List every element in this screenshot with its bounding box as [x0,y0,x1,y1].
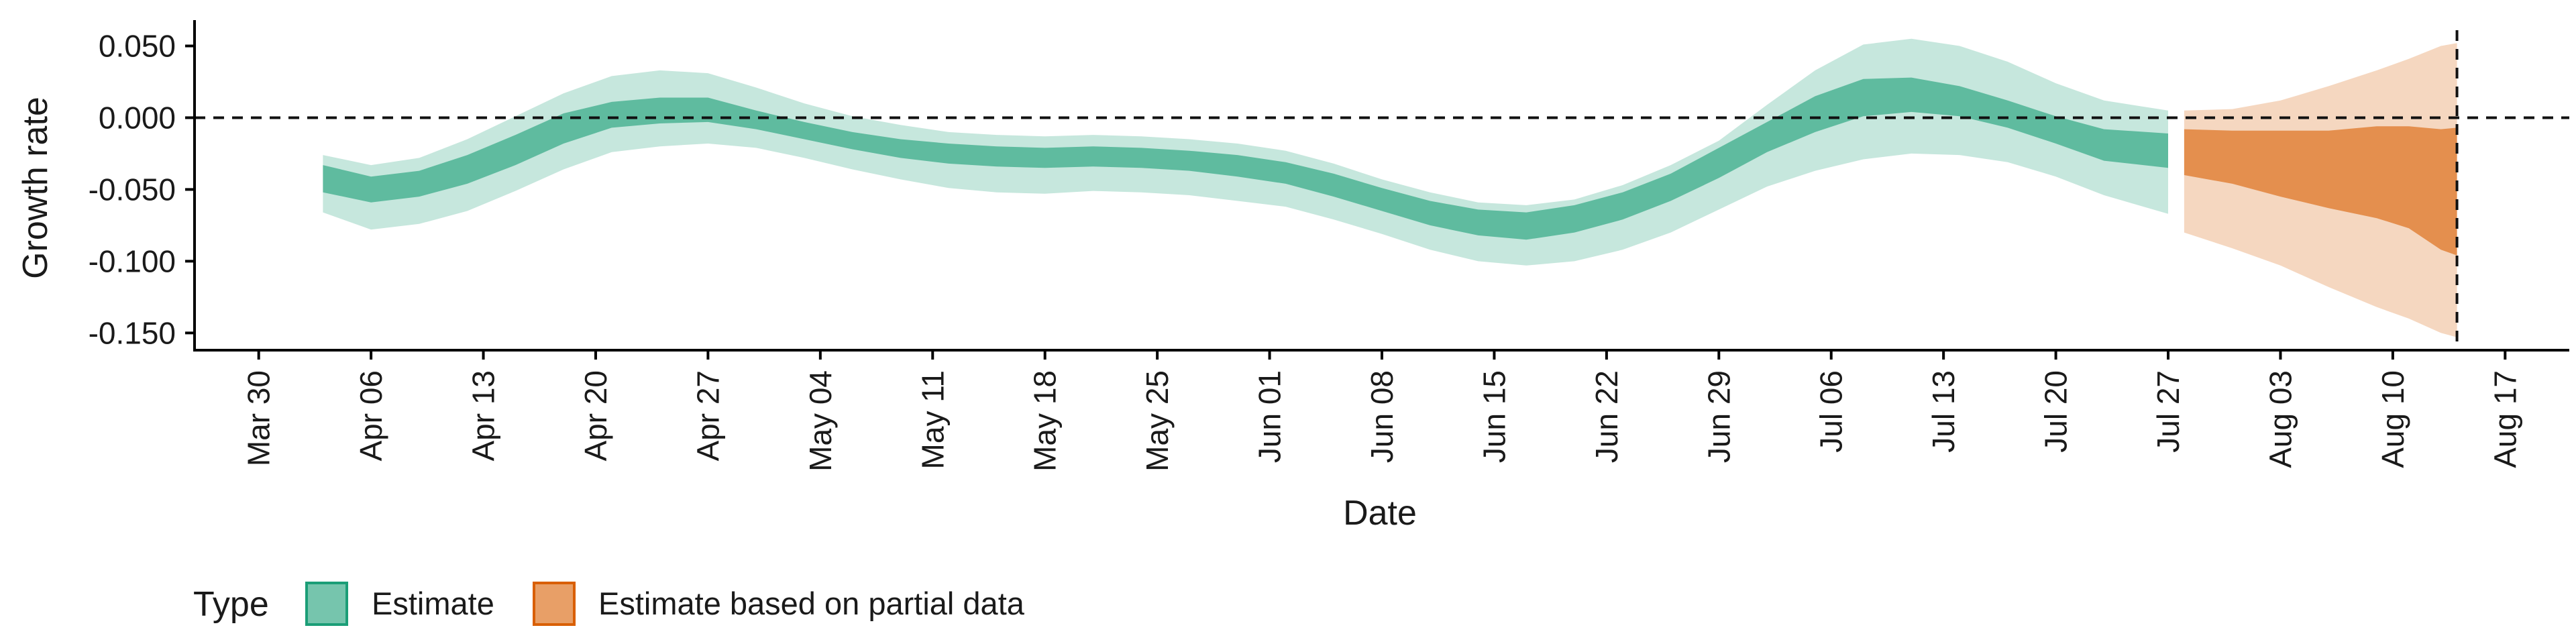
x-tick-label: Aug 17 [2487,370,2522,468]
y-tick-label: 0.000 [99,100,176,135]
y-tick-label: -0.050 [89,172,176,207]
x-tick-label: May 11 [915,370,950,469]
x-tick-label: Aug 03 [2263,370,2298,468]
x-tick-label: Jul 13 [1926,370,1961,453]
x-tick-label: Apr 27 [690,370,725,462]
x-tick-label: Apr 13 [466,370,501,462]
reference-lines [195,30,2569,350]
x-tick-label: Jun 15 [1477,370,1511,463]
x-tick-label: Mar 30 [241,370,276,466]
x-tick-label: Jul 06 [1814,370,1849,453]
band-90-estimate [323,38,2169,266]
x-tick-label: Jun 22 [1589,370,1624,463]
legend: Type Estimate Estimate based on partial … [193,582,1025,626]
x-tick-label: May 18 [1028,370,1063,472]
y-tick-label: 0.050 [99,29,176,64]
legend-title: Type [193,585,269,624]
y-tick-label: -0.100 [89,244,176,278]
x-tick-label: Jul 20 [2039,370,2074,453]
x-tick-label: May 04 [803,370,838,472]
series-bands [323,38,2457,337]
x-tick-label: Apr 06 [354,370,388,462]
x-axis-title: Date [1343,494,1417,533]
band-50-partial [2184,126,2457,256]
x-tick-label: May 25 [1140,370,1175,472]
x-tick-label: Jun 08 [1364,370,1399,463]
x-tick-label: Jun 01 [1252,370,1287,463]
x-tick-label: Aug 10 [2375,370,2410,468]
legend-swatch-estimate [305,582,348,626]
x-tick-label: Apr 20 [578,370,613,462]
axes: 0.050 0.000 -0.050 -0.100 -0.150 Mar 30 Apr 06… [89,20,2569,472]
legend-label-estimate: Estimate [372,586,494,621]
x-tick-label: Jun 29 [1701,370,1736,463]
x-tick-label: Jul 27 [2151,370,2186,453]
y-axis-title: Growth rate [16,97,55,279]
legend-swatch-partial [533,582,576,626]
y-tick-label: -0.150 [89,315,176,350]
legend-label-partial: Estimate based on partial data [598,586,1025,621]
